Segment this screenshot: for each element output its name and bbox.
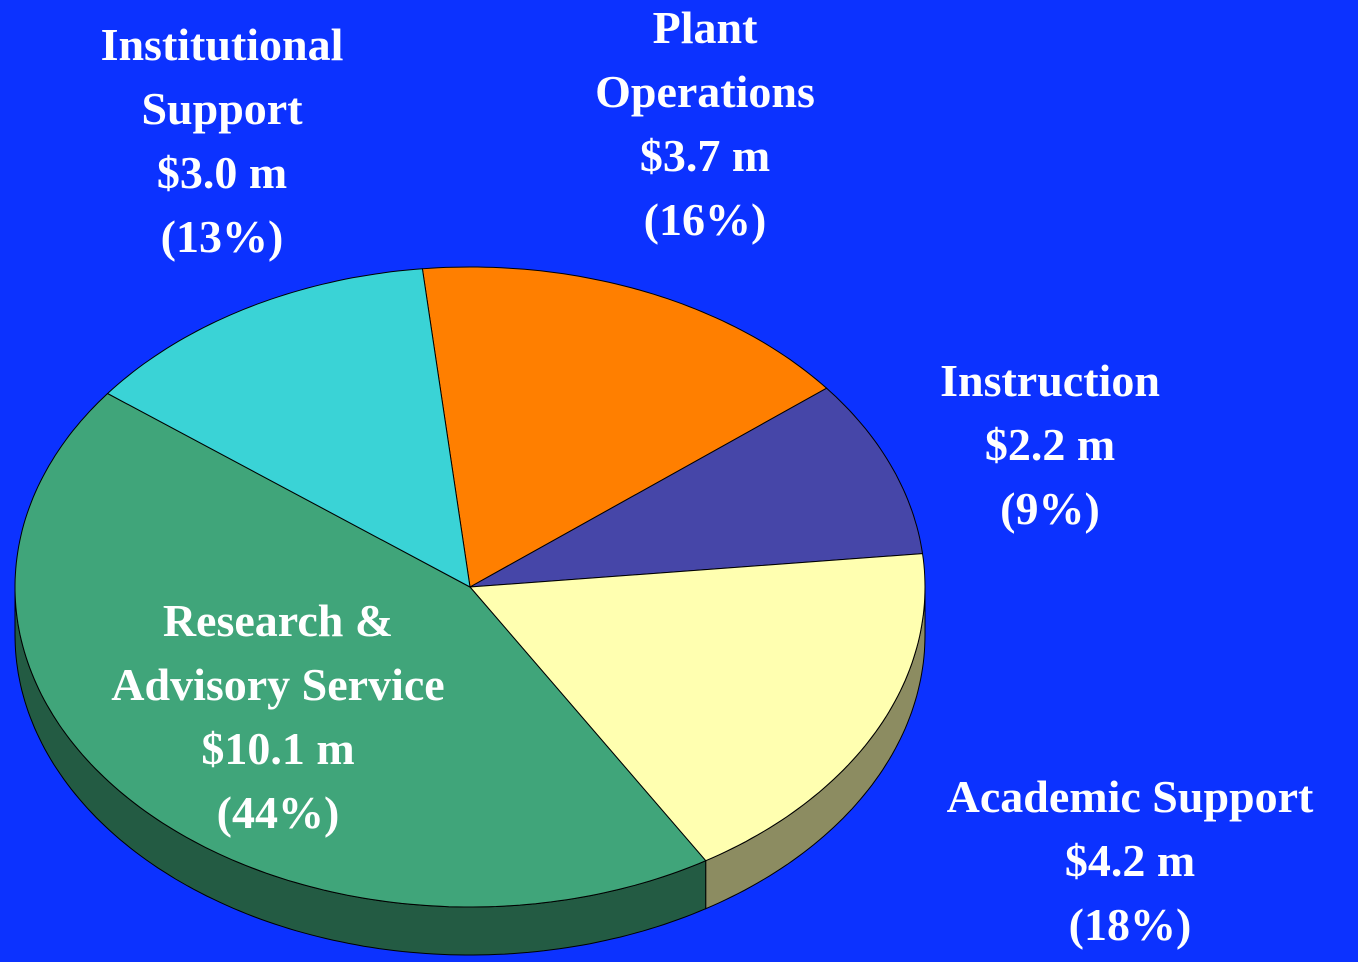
slice-label: Instruction $2.2 m (9%) (890, 349, 1210, 541)
value-label: (18%) (1068, 899, 1192, 950)
category-name: Academic Support (946, 771, 1314, 822)
slice (468, 553, 926, 862)
amount-label: $3.0 m (156, 147, 288, 198)
category-name: Research & Advisory Service (111, 595, 445, 710)
amount-label: $10.1 m (201, 723, 355, 774)
category-name: Institutional Support (100, 19, 344, 134)
slice-label: Research & Advisory Service $10.1 m (44%) (78, 589, 478, 845)
slice (106, 268, 471, 588)
value-label: (13%) (160, 211, 284, 262)
amount-label: $2.2 m (984, 419, 1116, 470)
slice (421, 266, 828, 588)
value-label: (16%) (643, 194, 767, 245)
amount-label: $3.7 m (639, 130, 771, 181)
amount-label: $4.2 m (1064, 835, 1196, 886)
slice-label: Plant Operations $3.7 m (16%) (555, 0, 855, 252)
value-label: (44%) (216, 787, 340, 838)
slice (469, 387, 924, 588)
value-label: (9%) (1000, 483, 1100, 534)
slice-label: Institutional Support $3.0 m (13%) (62, 13, 382, 269)
slice (14, 392, 707, 908)
slice-label: Academic Support $4.2 m (18%) (900, 765, 1358, 957)
category-name: Plant Operations (595, 2, 815, 117)
category-name: Instruction (940, 355, 1160, 406)
